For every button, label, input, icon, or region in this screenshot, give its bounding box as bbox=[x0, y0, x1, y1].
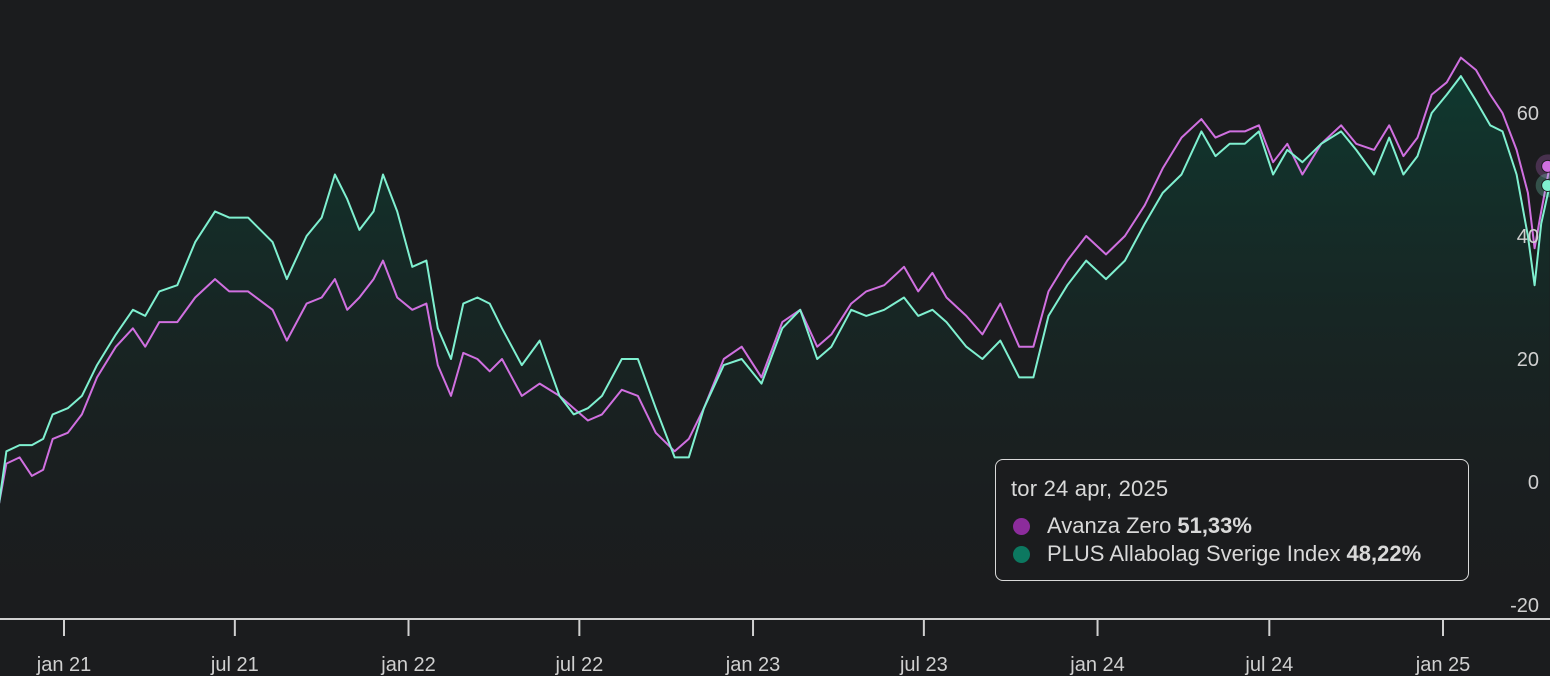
hover-tooltip: tor 24 apr, 2025 Avanza Zero 51,33% PLUS… bbox=[995, 459, 1469, 581]
hover-marker bbox=[1541, 159, 1550, 173]
tooltip-series-name: Avanza Zero bbox=[1047, 513, 1172, 538]
x-axis: jan 21 jul 21 jan 22 jul 22 jan 23 jul 23 jan … bbox=[0, 618, 1550, 676]
x-tick-label: jul 23 bbox=[899, 654, 948, 676]
tooltip-series-value: 48,22% bbox=[1346, 541, 1422, 566]
y-axis: -20 0 20 40 60 bbox=[1510, 103, 1539, 617]
series-dot-icon bbox=[1013, 545, 1030, 563]
series-line-avanza-zero bbox=[0, 56, 1550, 504]
x-tick-label: jan 23 bbox=[725, 654, 781, 676]
tooltip-row-plus-allabolag: PLUS Allabolag Sverige Index 48,22% bbox=[1011, 540, 1454, 568]
x-tick-label: jan 24 bbox=[1069, 654, 1125, 676]
series-dot-icon bbox=[1013, 517, 1030, 535]
x-tick-label: jul 21 bbox=[210, 654, 259, 676]
series-lines bbox=[0, 56, 1550, 504]
tooltip-series-name: PLUS Allabolag Sverige Index bbox=[1047, 541, 1341, 566]
x-tick-label: jan 22 bbox=[380, 654, 436, 676]
hover-markers bbox=[1535, 154, 1550, 198]
series-line-plus-allabolag bbox=[0, 75, 1550, 504]
tooltip-series-value: 51,33% bbox=[1177, 513, 1252, 538]
hover-marker bbox=[1541, 178, 1550, 192]
y-tick-label: 0 bbox=[1528, 472, 1539, 494]
tooltip-row-avanza-zero: Avanza Zero 51,33% bbox=[1011, 512, 1454, 540]
tooltip-date: tor 24 apr, 2025 bbox=[1011, 476, 1169, 501]
x-tick-label: jan 21 bbox=[36, 654, 92, 676]
y-tick-label: 60 bbox=[1517, 103, 1539, 125]
y-tick-label: 40 bbox=[1517, 226, 1539, 248]
x-tick-label: jul 22 bbox=[554, 654, 603, 676]
y-tick-label: 20 bbox=[1517, 349, 1539, 371]
x-tick-label: jul 24 bbox=[1244, 654, 1293, 676]
x-tick-label: jan 25 bbox=[1415, 654, 1471, 676]
y-tick-label: -20 bbox=[1510, 595, 1539, 617]
